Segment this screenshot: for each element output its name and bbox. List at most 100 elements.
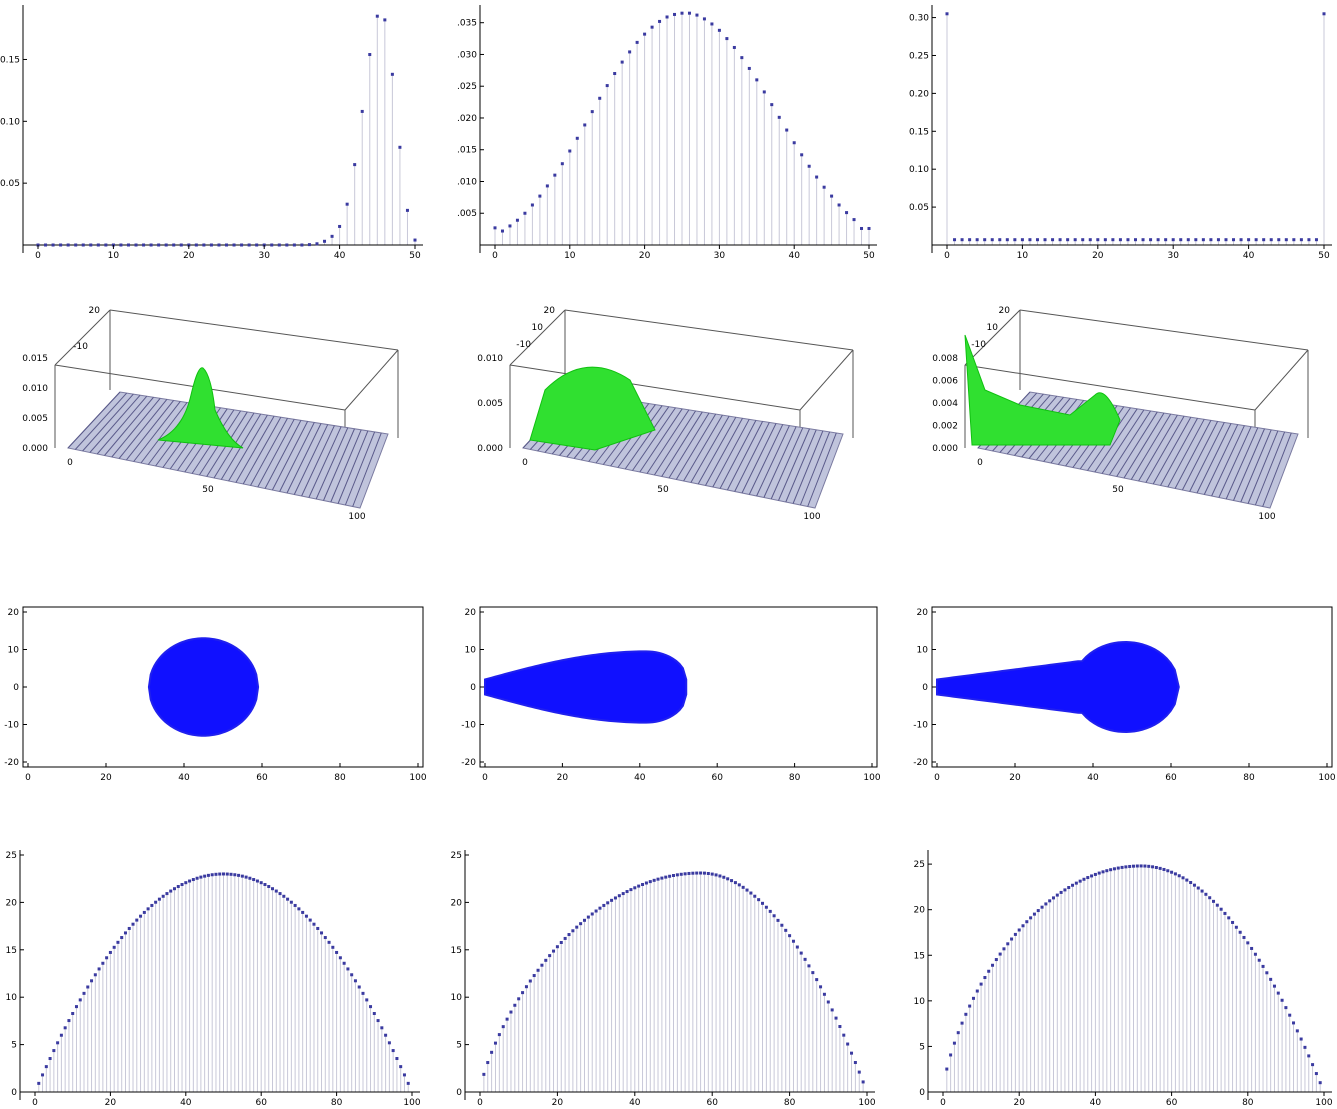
- x-tick-label: 20: [105, 1098, 117, 1108]
- surface-mesh-line: [1233, 428, 1265, 501]
- y-tick-label: 0: [13, 683, 19, 693]
- surface-mesh-line: [705, 418, 743, 486]
- data-point: [987, 969, 991, 973]
- surface-mesh-line: [1262, 432, 1292, 507]
- data-point: [139, 914, 143, 918]
- data-point: [1112, 867, 1116, 871]
- data-point: [1314, 1072, 1318, 1076]
- data-point: [346, 967, 350, 971]
- data-point: [575, 136, 579, 140]
- data-point: [97, 967, 101, 971]
- data-point: [229, 872, 233, 876]
- x-tick-label: 100: [858, 1098, 875, 1108]
- x-tick-label: 100: [863, 773, 880, 783]
- data-point: [63, 1026, 67, 1030]
- data-point: [590, 912, 594, 916]
- surface-mesh-line: [140, 402, 188, 464]
- data-point: [259, 881, 263, 885]
- data-point: [277, 243, 281, 247]
- data-point: [544, 958, 548, 962]
- data-point: [376, 1019, 380, 1023]
- data-point: [1314, 238, 1318, 242]
- data-point: [545, 184, 549, 188]
- data-point: [292, 243, 296, 247]
- surface-mesh-line: [126, 400, 174, 461]
- x-tick-label: 60: [1165, 773, 1177, 783]
- y-tick-label: 15: [6, 946, 17, 956]
- data-point: [1185, 878, 1189, 882]
- y-tick-label: 10: [917, 646, 929, 656]
- box-edge: [109, 309, 399, 351]
- data-point: [515, 218, 519, 222]
- box-edge: [964, 309, 1021, 366]
- data-point: [695, 13, 699, 17]
- data-point: [240, 243, 244, 247]
- surface-mesh-line: [675, 413, 717, 480]
- data-point: [330, 234, 334, 238]
- data-point: [320, 931, 324, 935]
- data-point: [237, 873, 241, 877]
- data-point: [1029, 916, 1033, 920]
- x-tick-label: 80: [789, 773, 801, 783]
- x-tick-label: 50: [409, 251, 421, 261]
- data-point: [846, 1042, 850, 1046]
- data-point: [815, 978, 819, 982]
- data-point: [353, 163, 357, 167]
- data-point: [652, 878, 656, 882]
- data-point: [405, 208, 409, 212]
- data-point: [172, 887, 176, 891]
- data-point: [571, 929, 575, 933]
- y-tick-label: 10: [465, 646, 477, 656]
- data-point: [1151, 865, 1155, 869]
- data-point: [807, 164, 811, 168]
- data-point: [402, 1073, 406, 1077]
- surface-mesh-line: [748, 424, 784, 495]
- data-point: [1149, 238, 1153, 242]
- data-point: [1164, 238, 1168, 242]
- surface-mesh-line: [301, 425, 335, 497]
- surface-mesh-line: [293, 424, 329, 495]
- data-point: [764, 905, 768, 909]
- data-point: [274, 889, 278, 893]
- data-point: [586, 915, 590, 919]
- data-point: [540, 963, 544, 967]
- data-point: [191, 878, 195, 882]
- z-tick-label: 0.008: [932, 354, 958, 364]
- data-point: [1299, 238, 1303, 242]
- data-point: [1299, 1037, 1303, 1041]
- data-point: [391, 1049, 395, 1053]
- surface-mesh-line: [82, 393, 134, 452]
- x-tick-label: 20: [100, 773, 112, 783]
- x-tick-label: 100: [348, 512, 365, 522]
- data-point: [134, 243, 138, 247]
- data-point: [1063, 888, 1067, 892]
- z-tick-label: 0.005: [22, 414, 48, 424]
- data-point: [725, 37, 729, 41]
- surface-mesh-line: [624, 406, 670, 470]
- data-point: [755, 78, 759, 82]
- y-tick-label: 20: [8, 608, 20, 618]
- y-tick-label: 0.30: [909, 14, 929, 24]
- data-point: [1006, 942, 1010, 946]
- data-point: [975, 238, 979, 242]
- y-tick-label: .030: [457, 50, 477, 60]
- z-tick-label: 0.010: [477, 354, 503, 364]
- y-tick-label: 20: [451, 898, 463, 908]
- data-point: [517, 997, 521, 1001]
- data-point: [737, 883, 741, 887]
- data-point: [780, 923, 784, 927]
- data-point: [375, 14, 379, 18]
- data-point: [233, 873, 237, 877]
- x-tick-label: 20: [552, 1098, 564, 1108]
- data-point: [850, 1051, 854, 1055]
- data-point: [225, 243, 228, 247]
- data-point: [1269, 238, 1273, 242]
- data-point: [552, 949, 556, 953]
- data-point: [838, 1025, 842, 1029]
- data-point: [1141, 238, 1145, 242]
- data-point: [579, 922, 583, 926]
- data-point: [157, 897, 161, 901]
- data-point: [726, 877, 730, 881]
- data-point: [687, 871, 691, 875]
- y-tick-label: -20: [461, 758, 476, 768]
